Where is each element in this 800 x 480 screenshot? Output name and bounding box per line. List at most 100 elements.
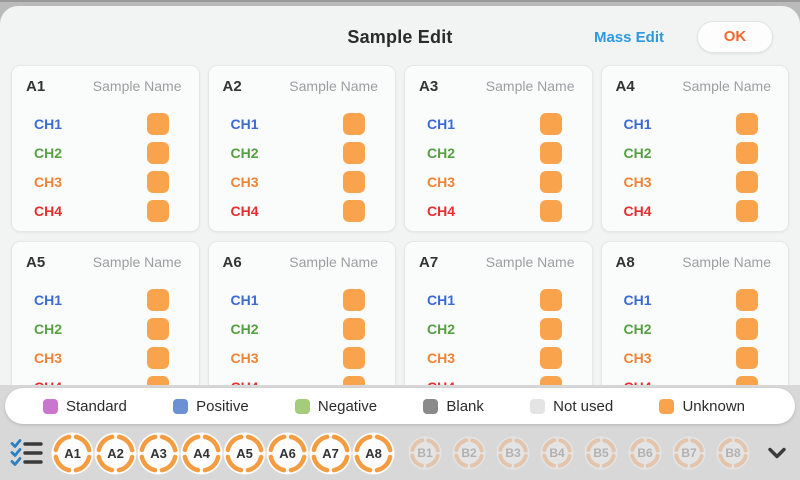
header: Sample Edit Mass Edit OK: [0, 6, 800, 58]
sample-name-field[interactable]: Sample Name: [485, 78, 575, 94]
channel-row: CH4: [209, 196, 396, 225]
channel-state-button[interactable]: [146, 317, 169, 340]
channel-row: CH3: [12, 343, 199, 372]
channel-row: CH1: [209, 285, 396, 314]
channel-state-button[interactable]: [343, 141, 365, 164]
channel-row: CH1: [405, 109, 592, 138]
channel-label: CH2: [230, 320, 259, 337]
channel-state-button[interactable]: [539, 346, 562, 369]
sample-name-field[interactable]: Sample Name: [682, 78, 771, 94]
select-all-checklist-icon[interactable]: [10, 438, 44, 468]
channel-label: CH1: [623, 291, 652, 308]
channel-state-button[interactable]: [343, 170, 365, 193]
well-select-button-a7[interactable]: A7: [309, 432, 352, 475]
well-id-label: A7: [419, 254, 439, 271]
channel-row: CH1: [209, 109, 396, 138]
legend-item: Positive: [173, 398, 249, 415]
well-select-button-a1[interactable]: A1: [51, 432, 94, 475]
channel-state-button[interactable]: [343, 199, 365, 222]
well-card-header: A6 Sample Name: [209, 242, 396, 271]
channel-label: CH1: [427, 115, 456, 132]
well-card: A2 Sample Name CH1 CH2 CH3 CH4: [207, 65, 396, 232]
channel-label: CH2: [427, 320, 456, 337]
channel-state-button[interactable]: [146, 346, 169, 369]
channel-state-button[interactable]: [736, 170, 758, 193]
bottom-dock: Standard Positive Negative Blank Not use…: [0, 385, 800, 480]
channel-state-button[interactable]: [539, 141, 562, 164]
channel-state-button[interactable]: [343, 317, 365, 340]
channel-state-button[interactable]: [343, 346, 365, 369]
legend-swatch: [659, 398, 675, 414]
channel-state-button[interactable]: [146, 141, 169, 164]
sample-name-field[interactable]: Sample Name: [92, 78, 182, 94]
channel-label: CH1: [230, 291, 259, 308]
legend-item: Unknown: [659, 398, 745, 415]
channel-label: CH1: [623, 115, 652, 132]
channel-state-button[interactable]: [539, 170, 562, 193]
well-select-button-a4[interactable]: A4: [180, 432, 223, 475]
well-select-button-a6[interactable]: A6: [266, 432, 309, 475]
channel-state-button[interactable]: [539, 317, 562, 340]
channel-state-button[interactable]: [146, 288, 169, 311]
sample-name-field[interactable]: Sample Name: [289, 78, 378, 94]
channel-row: CH2: [12, 138, 199, 167]
channel-state-button[interactable]: [736, 199, 758, 222]
channel-state-button[interactable]: [146, 170, 169, 193]
legend-swatch: [294, 398, 310, 414]
well-select-button-a3[interactable]: A3: [137, 432, 180, 475]
channel-label: CH1: [427, 291, 456, 308]
b-buttons-slot: B1 B2 B3 B4 B5 B6 B7 B8: [403, 436, 755, 470]
channel-state-button[interactable]: [539, 199, 562, 222]
channel-label: CH4: [427, 202, 456, 219]
channel-state-button[interactable]: [343, 288, 365, 311]
page-title: Sample Edit: [347, 27, 453, 47]
state-legend: Standard Positive Negative Blank Not use…: [5, 388, 795, 424]
sample-name-field[interactable]: Sample Name: [682, 254, 771, 270]
channel-rows: CH1 CH2 CH3 CH4: [405, 285, 592, 401]
well-card-header: A1 Sample Name: [12, 66, 199, 95]
legend-swatch: [43, 398, 58, 414]
well-id-label: A6: [222, 254, 242, 271]
channel-row: CH2: [602, 138, 789, 167]
channel-state-button[interactable]: [146, 199, 169, 222]
sample-name-field[interactable]: Sample Name: [485, 254, 575, 270]
well-card: A1 Sample Name CH1 CH2 CH3 CH4: [11, 65, 200, 232]
channel-rows: CH1 CH2 CH3 CH4: [209, 109, 396, 225]
channel-state-button[interactable]: [736, 288, 758, 311]
channel-state-button[interactable]: [343, 112, 365, 135]
channel-state-button[interactable]: [736, 317, 758, 340]
channel-label: CH1: [34, 115, 63, 132]
channel-state-button[interactable]: [539, 112, 562, 135]
channel-label: CH1: [230, 115, 259, 132]
well-id-label: A5: [26, 254, 46, 271]
well-select-button-a5[interactable]: A5: [223, 432, 266, 475]
chevron-down-icon[interactable]: [764, 440, 790, 466]
channel-state-button[interactable]: [736, 346, 758, 369]
channel-row: CH2: [209, 138, 396, 167]
channel-state-button[interactable]: [146, 112, 169, 135]
legend-item: Blank: [423, 398, 484, 415]
well-select-button-a2[interactable]: A2: [94, 432, 137, 475]
ok-button[interactable]: OK: [697, 21, 773, 53]
well-select-button-a8[interactable]: A8: [352, 432, 395, 475]
channel-row: CH2: [12, 314, 199, 343]
channel-rows: CH1 CH2 CH3 CH4: [405, 109, 592, 225]
well-card-header: A3 Sample Name: [405, 66, 592, 95]
channel-state-button[interactable]: [736, 141, 758, 164]
channel-row: CH1: [12, 285, 199, 314]
legend-swatch: [423, 398, 439, 414]
well-select-button-b7: B7: [672, 436, 706, 470]
sample-name-field[interactable]: Sample Name: [92, 254, 182, 270]
well-card: A6 Sample Name CH1 CH2 CH3 CH4: [207, 241, 396, 408]
channel-rows: CH1 CH2 CH3 CH4: [209, 285, 396, 401]
channel-label: CH3: [427, 173, 456, 190]
sample-name-field[interactable]: Sample Name: [289, 254, 378, 270]
well-card: A4 Sample Name CH1 CH2 CH3 CH4: [600, 65, 789, 232]
channel-state-button[interactable]: [539, 288, 562, 311]
channel-label: CH3: [230, 173, 259, 190]
mass-edit-button[interactable]: Mass Edit: [593, 29, 664, 46]
channel-state-button[interactable]: [736, 112, 758, 135]
channel-row: CH1: [405, 285, 592, 314]
channel-label: CH4: [623, 202, 652, 219]
